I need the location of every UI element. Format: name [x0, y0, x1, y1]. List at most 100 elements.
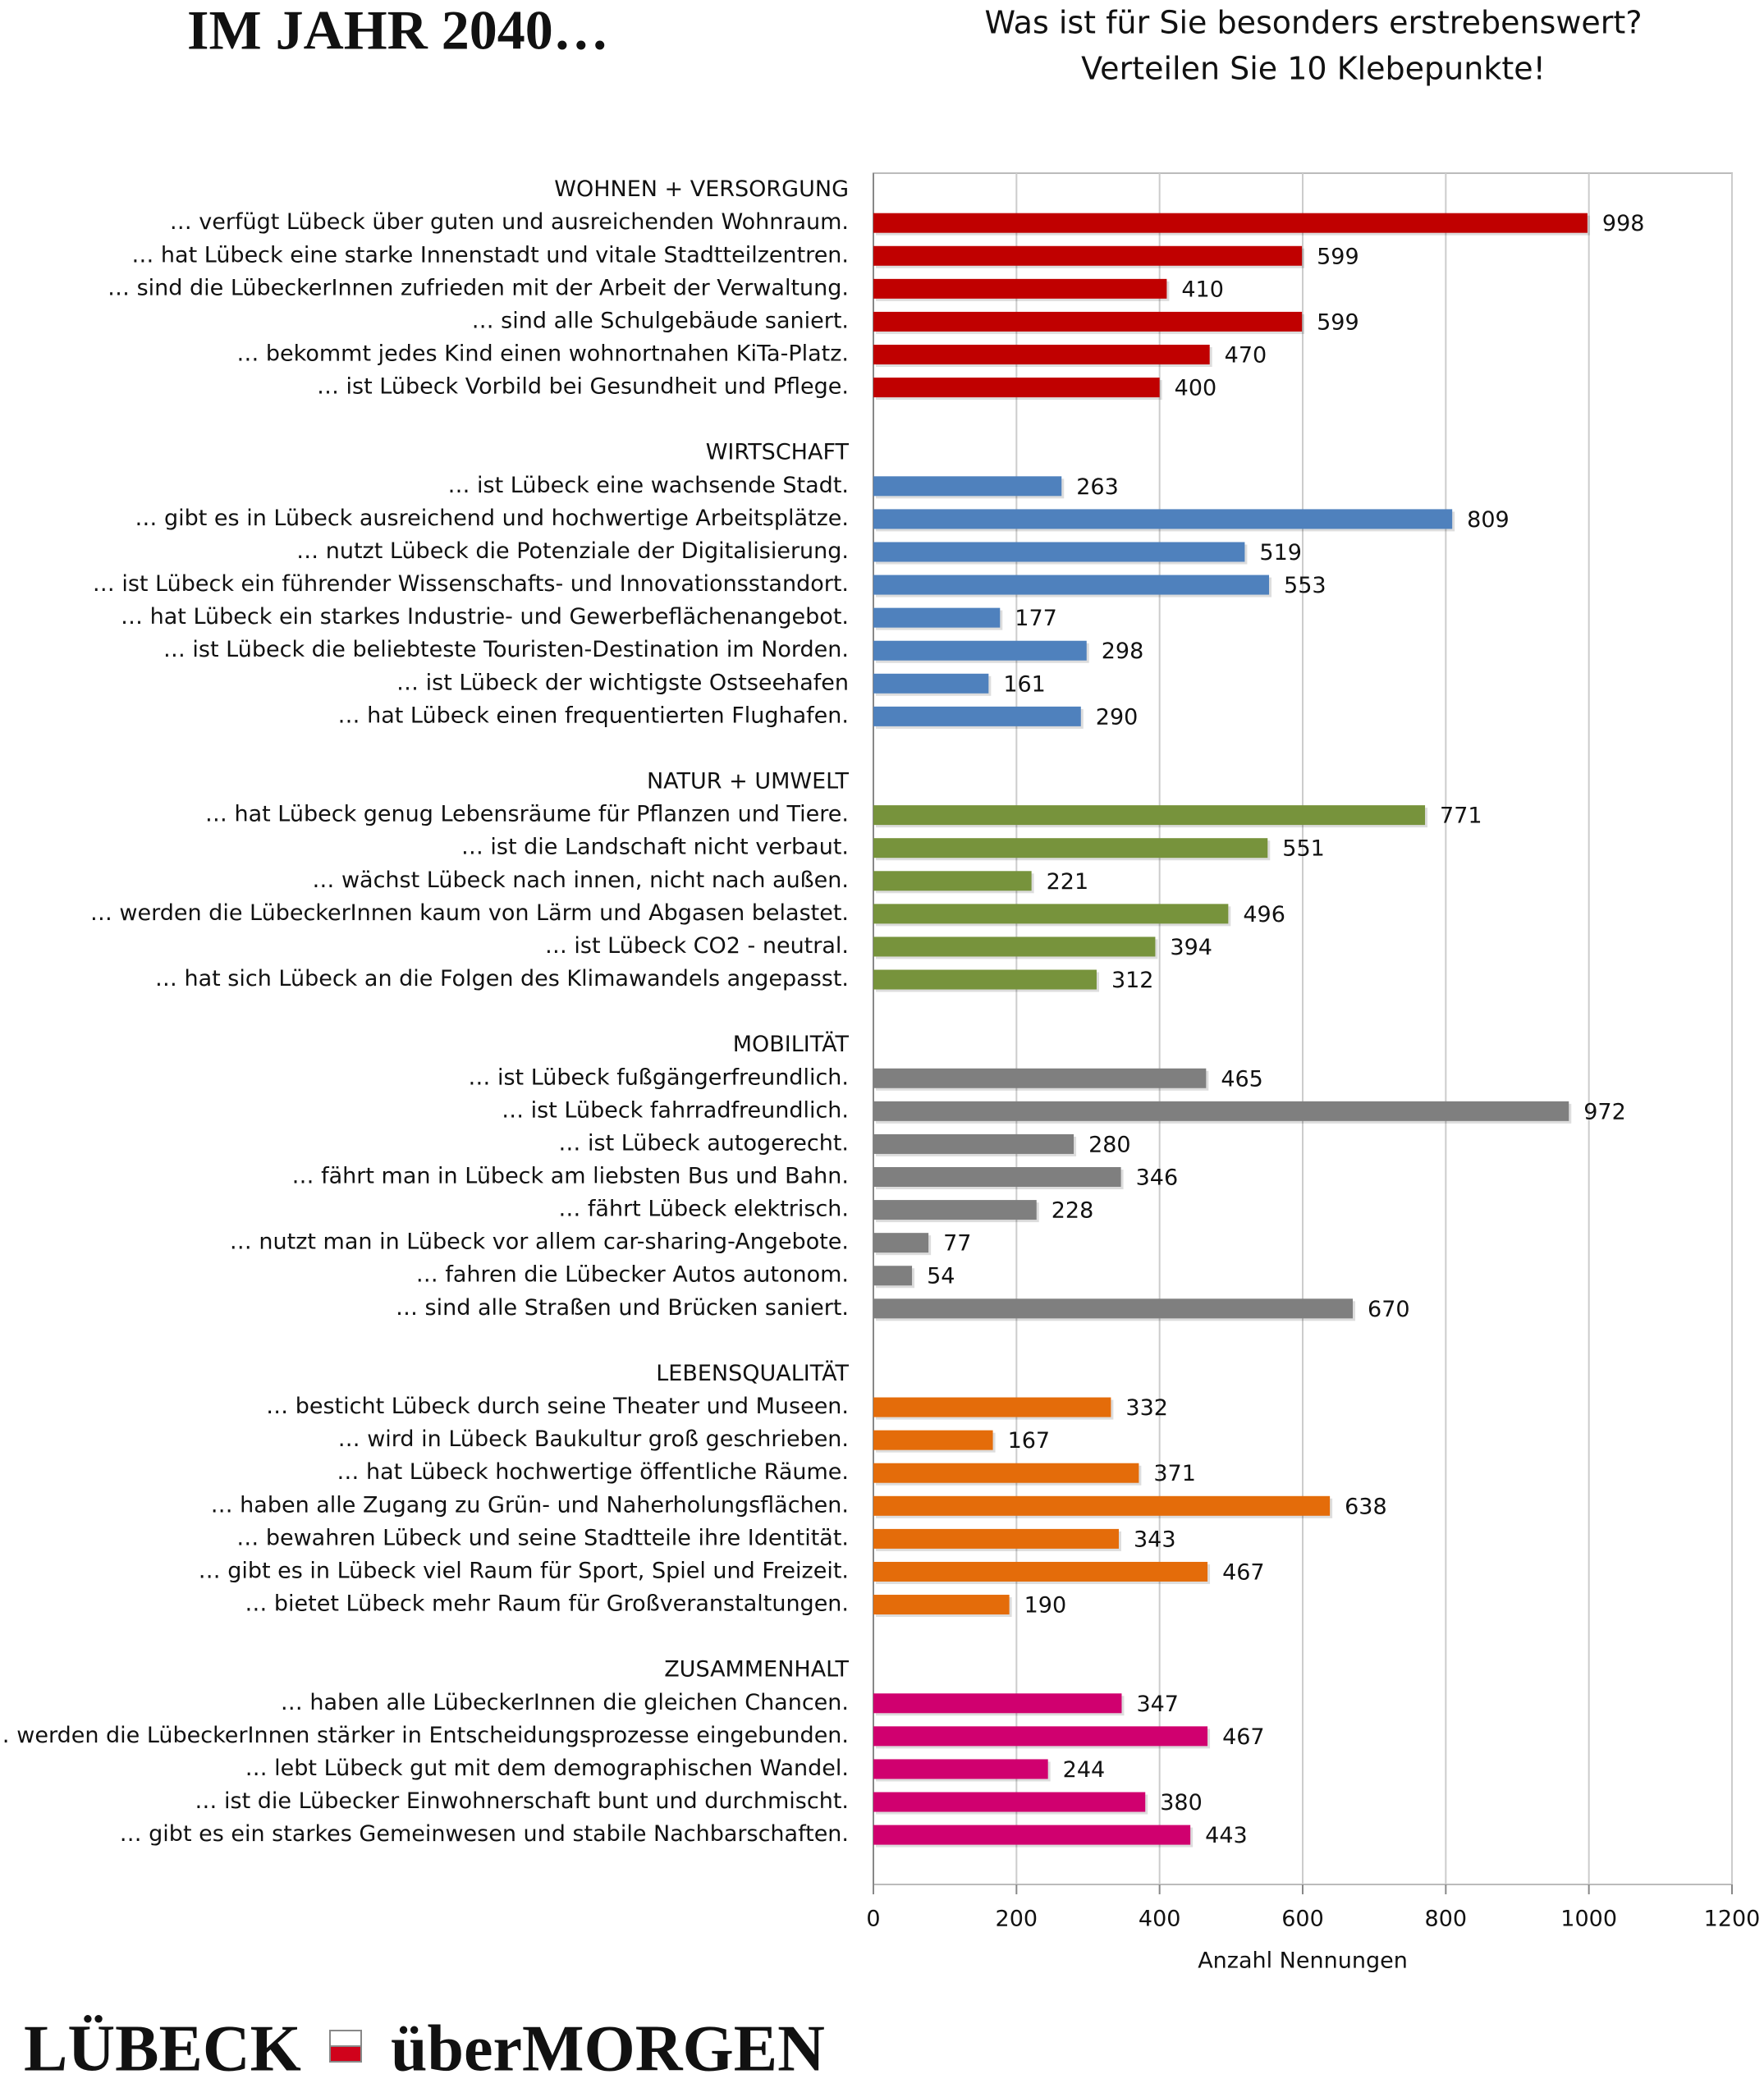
- category-label: … ist Lübeck Vorbild bei Gesundheit und …: [317, 374, 849, 400]
- value-label: 400: [1175, 376, 1217, 401]
- bar: [873, 345, 1210, 364]
- value-label: 371: [1153, 1461, 1196, 1486]
- value-label: 496: [1243, 902, 1285, 927]
- bar: [873, 311, 1303, 332]
- category-label: … ist Lübeck eine wachsende Stadt.: [447, 473, 849, 498]
- value-label: 443: [1205, 1823, 1248, 1848]
- value-label: 190: [1024, 1593, 1067, 1619]
- value-label: 380: [1160, 1790, 1203, 1816]
- bar: [873, 1759, 1048, 1779]
- bar: [873, 476, 1062, 497]
- logo-icon: [329, 2045, 362, 2063]
- bar: [873, 805, 1426, 826]
- bar: [873, 575, 1270, 595]
- value-label: 998: [1602, 211, 1645, 236]
- x-axis-label: Anzahl Nennungen: [1198, 1948, 1408, 1974]
- bar: [873, 1298, 1354, 1319]
- value-label: 312: [1111, 968, 1154, 993]
- category-label: … ist Lübeck der wichtigste Ostseehafen: [396, 670, 849, 695]
- category-label: … fährt man in Lübeck am liebsten Bus un…: [292, 1164, 850, 1189]
- x-tick-label: 0: [866, 1907, 880, 1932]
- logo-icon: [329, 2030, 362, 2047]
- bar: [873, 1133, 1074, 1154]
- category-label: … sind die LübeckerInnen zufrieden mit d…: [108, 275, 849, 300]
- x-tick-label: 1200: [1704, 1907, 1761, 1932]
- group-label: WOHNEN + VERSORGUNG: [554, 176, 849, 202]
- value-label: 519: [1259, 540, 1302, 566]
- category-label: … haben alle LübeckerInnen die gleichen …: [281, 1690, 849, 1715]
- bar: [873, 640, 1087, 661]
- category-label: … sind alle Straßen und Brücken saniert.: [396, 1295, 849, 1321]
- bar: [873, 1068, 1207, 1088]
- category-label: … sind alle Schulgebäude saniert.: [472, 308, 849, 333]
- category-label: … bekommt jedes Kind einen wohnortnahen …: [236, 341, 849, 367]
- value-label: 346: [1136, 1165, 1179, 1191]
- category-label: … hat Lübeck hochwertige öffentliche Räu…: [337, 1459, 849, 1485]
- category-label: … besticht Lübeck durch seine Theater un…: [266, 1394, 849, 1419]
- value-label: 244: [1063, 1757, 1106, 1783]
- category-label: … wächst Lübeck nach innen, nicht nach a…: [312, 868, 849, 893]
- value-label: 467: [1222, 1559, 1265, 1585]
- title: IM JAHR 2040…: [187, 0, 609, 62]
- group-label: LEBENSQUALITÄT: [656, 1360, 849, 1386]
- bar: [873, 1167, 1121, 1187]
- category-label: … ist Lübeck CO2 - neutral.: [545, 933, 849, 959]
- value-label: 470: [1225, 343, 1267, 369]
- bar: [873, 936, 1156, 957]
- x-tick-label: 200: [996, 1907, 1038, 1932]
- value-label: 599: [1317, 309, 1359, 335]
- bar: [873, 1792, 1146, 1812]
- bar: [873, 378, 1160, 398]
- bar: [873, 245, 1303, 266]
- category-label: … hat Lübeck ein starkes Industrie- und …: [121, 604, 849, 630]
- bar: [873, 1101, 1569, 1121]
- value-label: 551: [1282, 836, 1325, 862]
- bar: [873, 509, 1453, 529]
- value-label: 638: [1345, 1494, 1387, 1519]
- group-label: WIRTSCHAFT: [706, 440, 850, 465]
- value-label: 771: [1440, 804, 1482, 829]
- category-label: … fahren die Lübecker Autos autonom.: [416, 1262, 849, 1288]
- value-label: 228: [1052, 1198, 1094, 1224]
- value-label: 343: [1134, 1527, 1176, 1552]
- category-label: … wird in Lübeck Baukultur groß geschrie…: [338, 1426, 849, 1452]
- category-label: … hat sich Lübeck an die Folgen des Klim…: [155, 966, 849, 991]
- value-label: 298: [1102, 639, 1144, 664]
- value-label: 161: [1003, 671, 1046, 697]
- category-label: … ist Lübeck ein führender Wissenschafts…: [93, 571, 849, 597]
- category-label: … gibt es in Lübeck ausreichend und hoch…: [135, 506, 849, 531]
- x-tick-label: 400: [1139, 1907, 1181, 1932]
- group-label: NATUR + UMWELT: [647, 769, 850, 794]
- category-label: … bewahren Lübeck und seine Stadtteile i…: [236, 1525, 849, 1550]
- logo-text: überMORGEN: [391, 2012, 825, 2085]
- bar: [873, 1495, 1331, 1516]
- bar: [873, 706, 1081, 726]
- bar: [873, 1595, 1010, 1615]
- bar: [873, 673, 989, 694]
- value-label: 77: [943, 1231, 971, 1257]
- value-label: 553: [1284, 573, 1326, 598]
- category-label: … ist Lübeck die beliebteste Touristen-D…: [163, 637, 849, 662]
- logo-text: LÜBECK: [24, 2012, 301, 2085]
- category-label: … hat Lübeck genug Lebensräume für Pflan…: [205, 802, 849, 827]
- group-label: ZUSAMMENHALT: [664, 1657, 849, 1683]
- value-label: 467: [1222, 1724, 1265, 1750]
- category-label: … ist Lübeck fußgängerfreundlich.: [468, 1065, 849, 1090]
- bar: [873, 871, 1032, 891]
- value-label: 290: [1096, 704, 1139, 730]
- category-label: … ist die Landschaft nicht verbaut.: [461, 835, 849, 860]
- bar: [873, 1561, 1208, 1582]
- category-label: … hat Lübeck eine starke Innenstadt und …: [131, 242, 849, 268]
- category-label: … ist Lübeck fahrradfreundlich.: [502, 1097, 849, 1123]
- bar: [873, 1825, 1191, 1845]
- value-label: 670: [1368, 1297, 1410, 1322]
- bar: [873, 278, 1167, 299]
- subtitle: Verteilen Sie 10 Klebepunkte!: [1081, 51, 1546, 87]
- bar: [873, 1463, 1139, 1483]
- category-label: … lebt Lübeck gut mit dem demographische…: [245, 1756, 849, 1781]
- value-label: 599: [1317, 244, 1359, 269]
- value-label: 167: [1008, 1428, 1051, 1454]
- category-label: … bietet Lübeck mehr Raum für Großverans…: [245, 1591, 849, 1617]
- value-label: 410: [1181, 277, 1224, 302]
- bar: [873, 838, 1268, 859]
